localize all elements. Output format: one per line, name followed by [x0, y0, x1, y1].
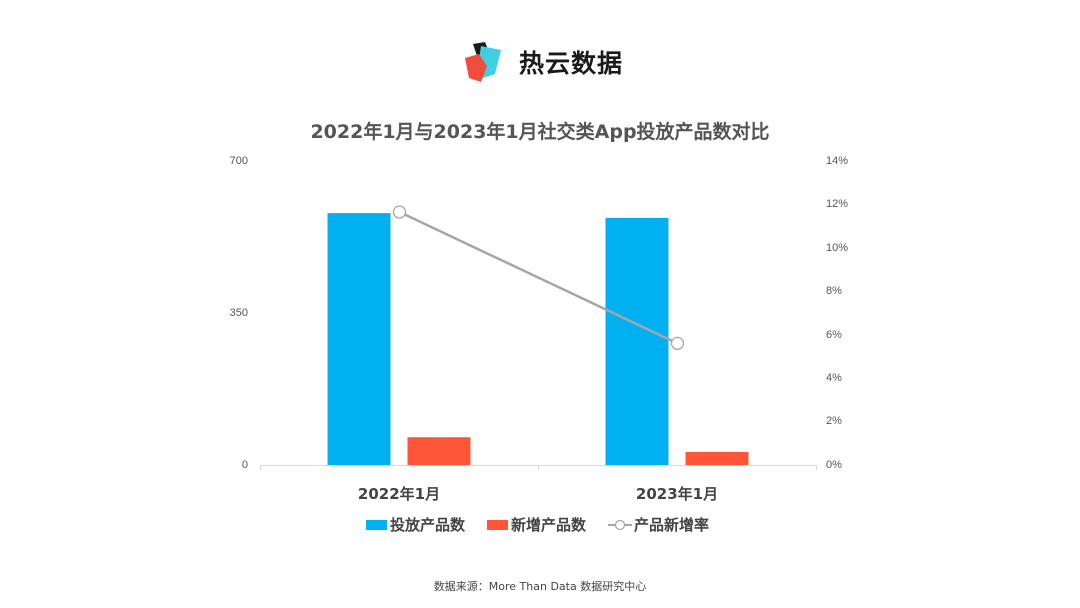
right-axis-tick: 0%: [826, 459, 842, 471]
right-axis-tick: 2%: [826, 415, 842, 427]
chart-title: 2022年1月与2023年1月社交类App投放产品数对比: [310, 121, 770, 143]
legend-label: 新增产品数: [511, 516, 587, 534]
bar-new: [685, 451, 749, 465]
bar-deployed: [327, 213, 391, 465]
legend-item-deployed[interactable]: 投放产品数: [366, 514, 465, 535]
left-axis-tick: 350: [229, 307, 248, 319]
left-axis-tick: 700: [229, 155, 248, 167]
reyun-logo-icon: [459, 38, 507, 86]
x-axis-category: 2023年1月: [635, 485, 719, 503]
bar-deployed: [605, 217, 669, 465]
x-axis-category: 2022年1月: [357, 485, 441, 503]
right-axis-tick: 10%: [826, 242, 849, 254]
legend-swatch-blue: [366, 519, 387, 530]
left-axis-tick: 0: [241, 459, 248, 471]
right-axis-tick: 4%: [826, 372, 842, 384]
right-axis-tick: 14%: [826, 155, 849, 167]
legend-item-rate[interactable]: 产品新增率: [608, 514, 709, 535]
legend-item-new[interactable]: 新增产品数: [487, 514, 586, 535]
data-source: 数据来源：More Than Data 数据研究中心: [433, 580, 647, 593]
right-axis-tick: 12%: [826, 198, 849, 210]
right-axis-tick: 6%: [826, 329, 842, 341]
bar-new: [407, 437, 471, 465]
legend-line-marker-icon: [608, 519, 633, 530]
brand-logo: 热云数据: [459, 38, 629, 86]
rate-marker: [392, 205, 407, 219]
rate-marker: [670, 336, 685, 351]
chart-legend: 投放产品数 新增产品数 产品新增率: [366, 514, 731, 535]
legend-swatch-red: [487, 519, 509, 530]
right-axis-tick: 8%: [826, 285, 842, 297]
rate-line: [398, 210, 679, 345]
legend-label: 产品新增率: [634, 516, 710, 534]
brand-name: 热云数据: [519, 49, 624, 78]
legend-label: 投放产品数: [390, 516, 466, 534]
